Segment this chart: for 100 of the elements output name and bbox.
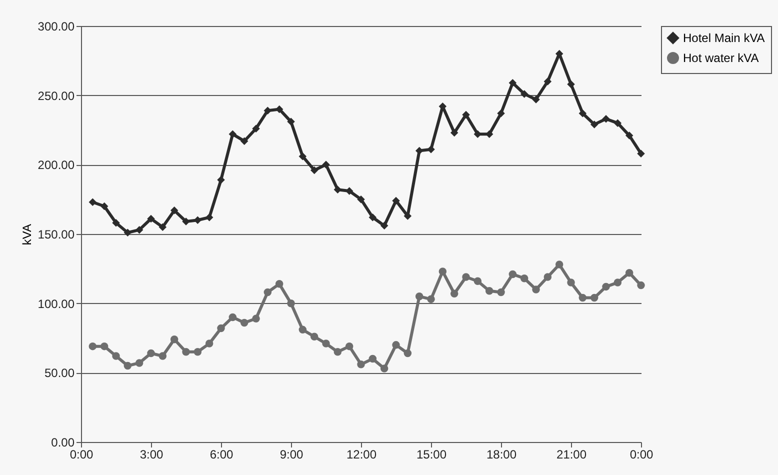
point [240,318,248,327]
point [112,352,120,360]
point [112,219,120,227]
point [88,342,97,350]
y-tick-label: 0.00 [51,436,75,450]
point [194,348,202,356]
x-tick-label: 21:00 [556,448,587,462]
point [450,290,458,298]
point [368,213,377,222]
point [625,268,634,277]
point [182,218,190,226]
point [252,124,260,132]
point [637,150,645,158]
point [392,196,400,205]
point [578,294,587,302]
point [322,340,330,348]
y-tick-label: 200.00 [38,158,75,172]
point [100,202,108,210]
x-tick-label: 3:00 [140,448,164,462]
point [602,282,610,291]
point [625,132,634,140]
point [438,268,447,276]
point [415,146,424,155]
point [264,288,272,296]
y-tick-label: 100.00 [38,296,75,311]
point [532,96,540,104]
point [275,280,284,288]
point [415,292,424,300]
x-tick-label: 18:00 [486,448,517,462]
point [380,222,388,230]
point [614,278,622,286]
x-tick-label: 12:00 [346,448,377,462]
point [345,342,354,350]
point [147,349,155,358]
point [427,146,435,154]
x-tick-label: 9:00 [280,448,304,462]
point [555,260,564,268]
point [228,313,237,322]
point [462,110,470,119]
point [357,195,365,204]
point [170,206,178,214]
legend-label: Hotel Main kVA [683,31,765,45]
point [205,213,214,222]
point [205,340,214,348]
point [88,198,97,206]
point [450,128,458,137]
point [147,214,155,223]
point [228,130,237,138]
x-tick-label: 0:00 [630,448,654,462]
point [240,137,248,145]
point [567,278,575,286]
x-tick-label: 6:00 [210,448,234,462]
point [497,288,505,296]
point [614,119,622,127]
point [508,78,517,87]
point [520,274,528,282]
point [217,324,225,332]
point [158,352,167,360]
point [404,349,412,358]
legend-label: Hot water kVA [683,51,759,65]
point [298,152,307,160]
point [334,348,342,356]
point [427,295,435,304]
point [124,362,132,370]
point [158,223,167,231]
point [602,115,610,123]
point [392,341,400,349]
point [287,299,295,308]
point [590,120,598,128]
point [252,314,260,322]
point [520,90,528,98]
point [544,273,552,281]
point [508,270,517,278]
point [357,360,365,368]
point [544,78,552,86]
point [497,109,505,118]
y-tick-label: 150.00 [38,228,75,242]
point [298,326,307,334]
point [310,166,318,174]
point [100,342,108,350]
point [310,332,318,340]
point [485,286,494,295]
point [590,294,598,302]
point [462,273,470,281]
point [380,364,388,372]
y-tick-label: 300.00 [38,20,75,34]
x-tick-label: 0:00 [70,448,94,462]
point [135,359,144,367]
point [170,336,178,344]
y-axis-title: kVA [20,224,34,246]
point [567,80,575,88]
point [182,348,190,356]
point [275,105,284,114]
point [124,228,132,236]
point [578,109,587,118]
y-tick-label: 250.00 [38,88,75,103]
y-tick-label: 50.00 [44,366,75,380]
point [532,286,540,294]
point [368,354,377,363]
point [135,226,144,234]
